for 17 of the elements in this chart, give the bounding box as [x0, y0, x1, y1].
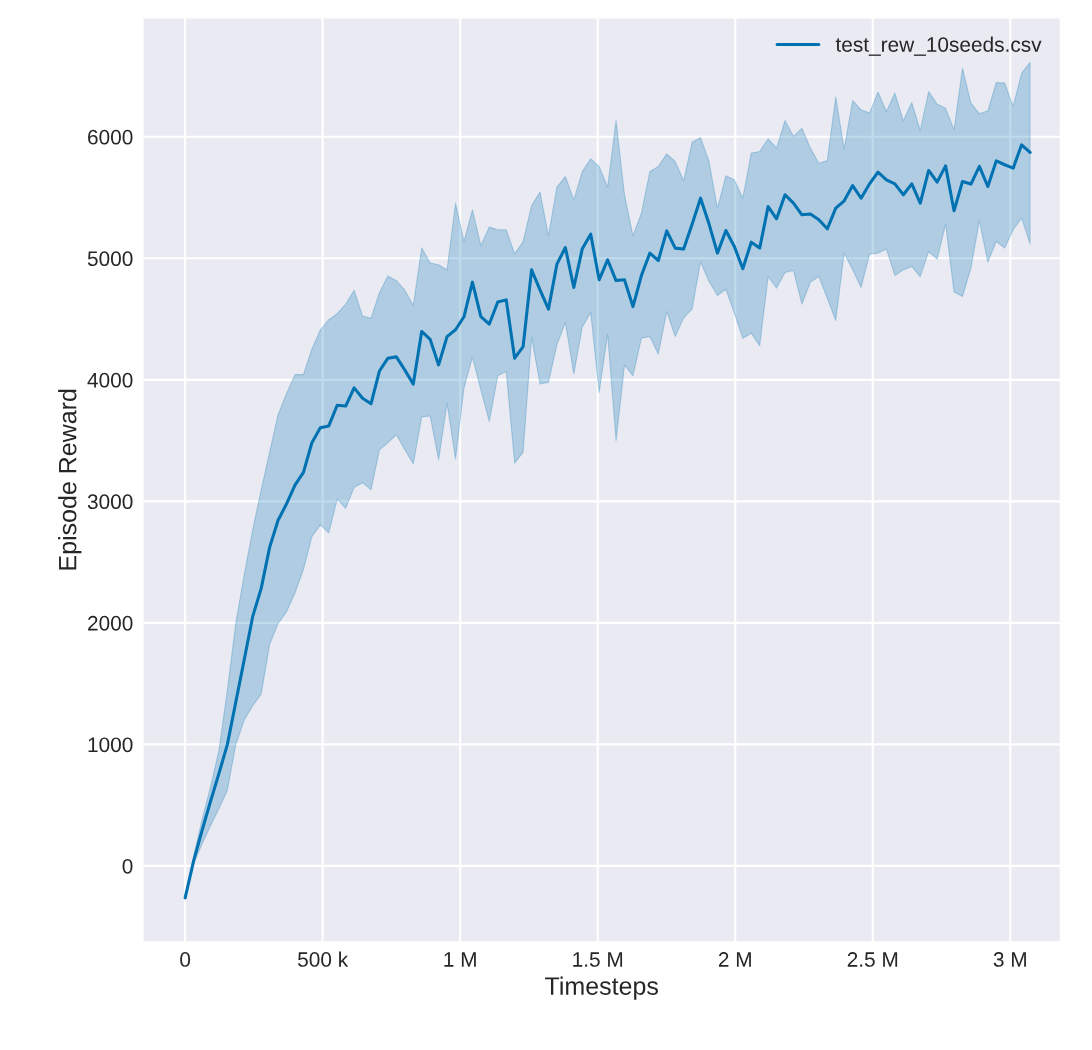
x-tick-label: 0: [180, 952, 191, 967]
legend-label: test_rew_10seeds.csv: [835, 36, 1042, 56]
x-tick-label: 3 M: [993, 952, 1026, 967]
x-tick-label: 500 k: [298, 951, 349, 967]
x-axis-title: Timesteps: [545, 976, 658, 1000]
y-tick-label: 2000: [88, 615, 133, 631]
y-tick-label: 3000: [87, 494, 133, 510]
x-tick-label: 2.5 M: [847, 952, 898, 967]
y-tick-label: 6000: [88, 129, 133, 145]
x-tick-label: 1.5 M: [573, 952, 623, 967]
y-tick-label: 4000: [87, 372, 133, 388]
y-tick-label: 0: [122, 858, 133, 874]
x-tick-label: 1 M: [444, 952, 476, 967]
y-axis-title: Episode Reward: [58, 389, 82, 570]
y-tick-label: 5000: [87, 251, 133, 267]
x-tick-label: 2 M: [718, 952, 751, 967]
y-tick-label: 1000: [88, 737, 133, 753]
